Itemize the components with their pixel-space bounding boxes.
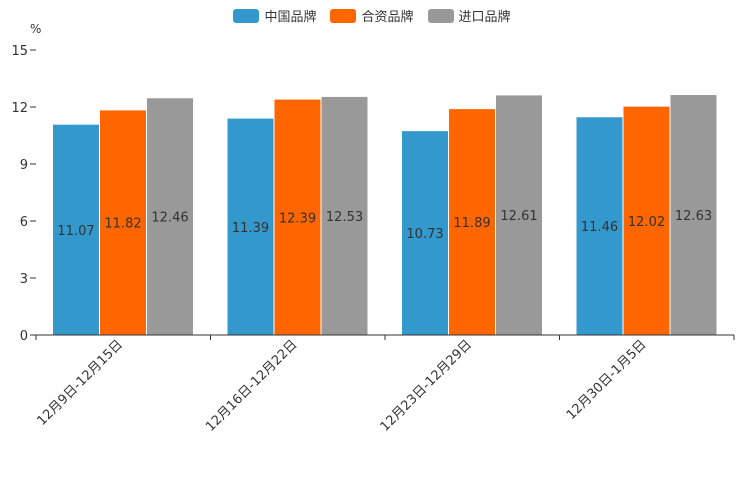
legend-item-domestic[interactable]: 中国品牌 <box>233 6 316 25</box>
bars-group: 11.07 11.82 12.46 11.39 12.39 12.53 10.73 11.89… <box>53 95 717 336</box>
bar[interactable] <box>449 109 495 335</box>
bar-value-label: 11.46 <box>581 220 618 235</box>
bar-value-label: 11.89 <box>453 216 490 231</box>
bar-value-label: 12.61 <box>500 209 537 224</box>
bar-value-label: 11.82 <box>104 217 141 232</box>
bar[interactable] <box>321 96 368 336</box>
bar-value-label: 11.39 <box>232 221 269 236</box>
bar[interactable] <box>402 131 448 335</box>
bar-value-label: 12.02 <box>628 215 665 230</box>
y-axis-unit-label: % <box>30 22 41 36</box>
legend-label-joint-venture: 合资品牌 <box>361 10 414 25</box>
bar[interactable] <box>670 95 717 335</box>
bar-value-label: 11.07 <box>57 224 94 239</box>
y-tick-label: 15 <box>11 44 28 59</box>
x-tick-label: 12月16日-12月22日 <box>203 337 300 434</box>
bar-value-label: 10.73 <box>406 227 443 242</box>
legend-swatch-joint-venture <box>330 8 357 23</box>
y-tick-label: 6 <box>20 215 28 230</box>
bar[interactable] <box>623 106 670 336</box>
y-axis: 0 3 6 9 12 15 <box>11 44 36 344</box>
legend-label-imported: 进口品牌 <box>458 10 511 25</box>
bar[interactable] <box>147 98 193 335</box>
x-tick-label: 12月9日-12月15日 <box>34 337 126 429</box>
x-tick-label: 12月23日-12月29日 <box>378 337 475 434</box>
legend-swatch-imported <box>427 8 454 23</box>
x-axis: 12月9日-12月15日 12月16日-12月22日 12月23日-12月29日 12… <box>34 334 735 435</box>
legend-swatch-domestic <box>233 8 260 23</box>
y-tick-label: 0 <box>20 329 28 344</box>
bar[interactable] <box>53 124 99 335</box>
bar[interactable] <box>227 118 274 335</box>
bar[interactable] <box>576 117 623 335</box>
y-tick-label: 12 <box>11 101 28 116</box>
bar-value-label: 12.39 <box>279 211 316 226</box>
bar[interactable] <box>100 110 146 335</box>
y-tick-label: 9 <box>20 158 28 173</box>
y-tick-label: 3 <box>20 272 28 287</box>
legend-item-joint-venture[interactable]: 合资品牌 <box>330 6 414 25</box>
x-tick-label: 12月30日-1月5日 <box>564 337 650 423</box>
bar-value-label: 12.46 <box>151 211 188 226</box>
legend: 中国品牌 合资品牌 进口品牌 <box>0 6 744 25</box>
legend-item-imported[interactable]: 进口品牌 <box>427 6 511 25</box>
legend-label-domestic: 中国品牌 <box>264 10 317 25</box>
bar-value-label: 12.53 <box>326 210 363 225</box>
bar[interactable] <box>496 95 542 335</box>
bar-value-label: 12.63 <box>675 209 712 224</box>
bar[interactable] <box>274 99 321 335</box>
